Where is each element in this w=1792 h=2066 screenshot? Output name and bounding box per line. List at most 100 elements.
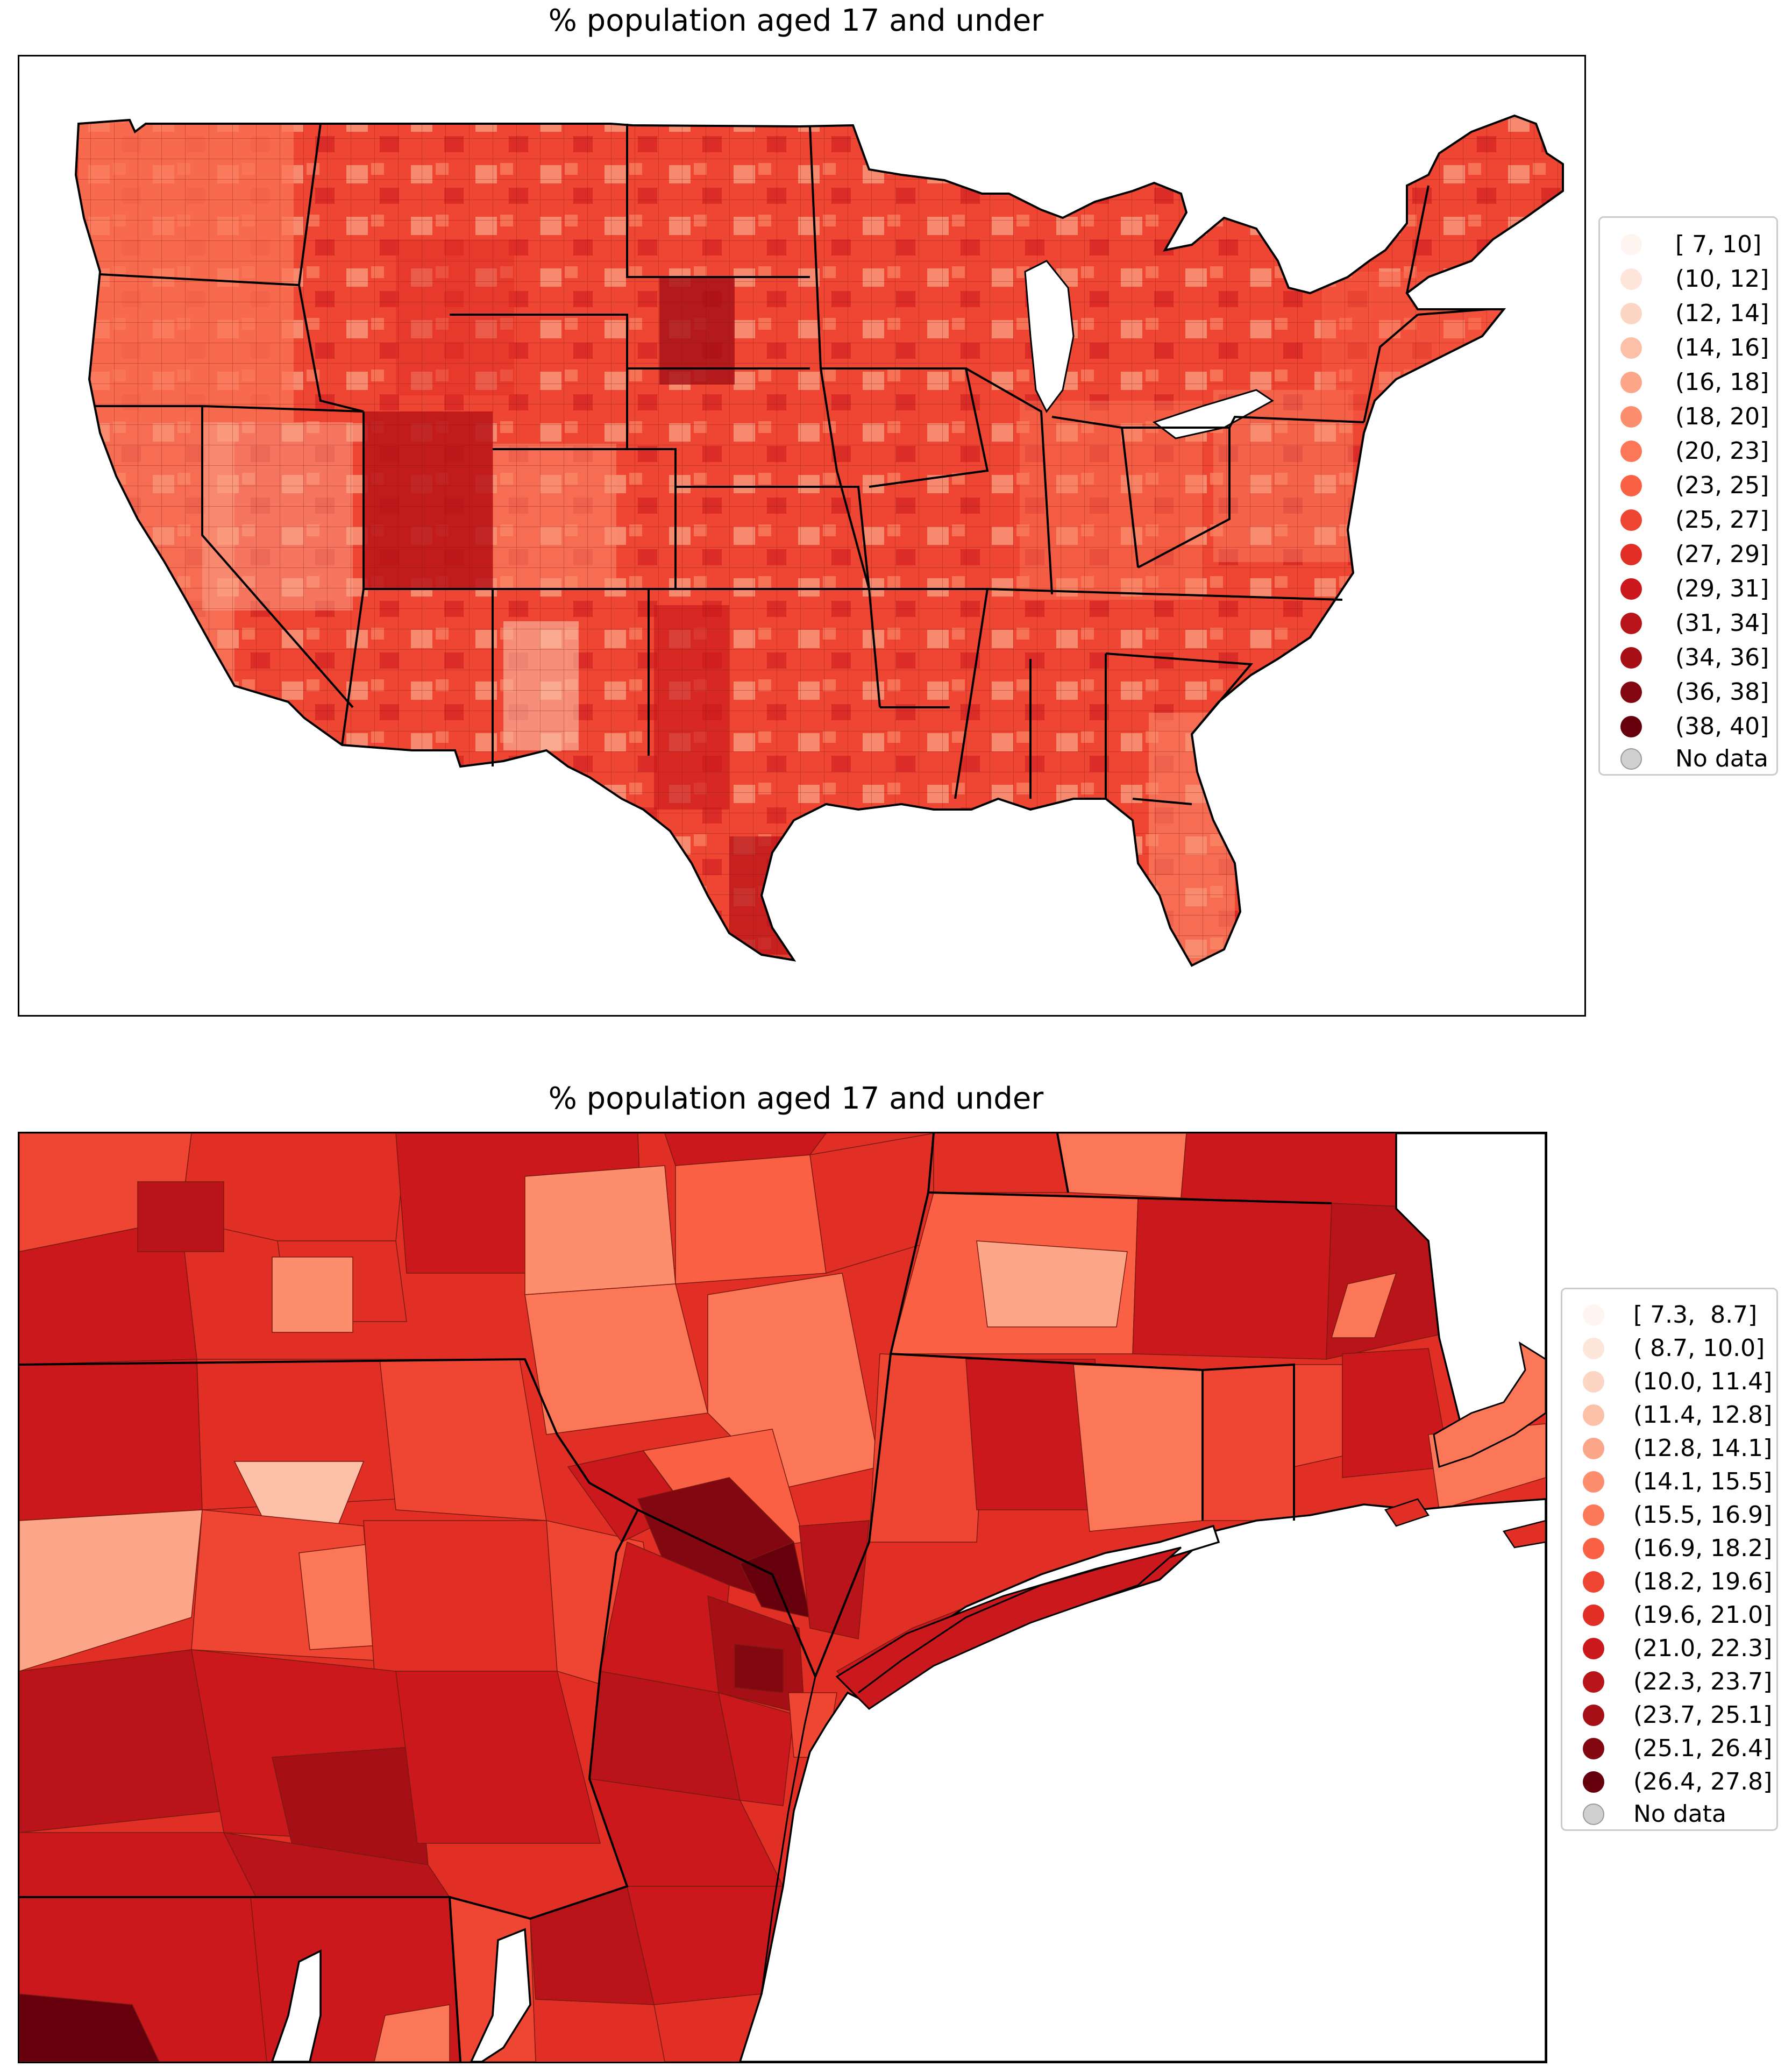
legend-row: (16, 18] [1600,365,1776,400]
legend-row: (27, 29] [1600,537,1776,572]
legend-label: (12, 14] [1675,300,1769,327]
legend-marker-11 [1620,578,1642,600]
legend-label: [ 7.3, 8.7] [1633,1301,1758,1329]
legend-row: (10, 12] [1600,262,1776,296]
long-island [835,1546,1182,1710]
ne-legend-marker-7 [1583,1504,1604,1526]
legend-label: (18.2, 19.6] [1633,1568,1773,1595]
legend-row: (21.0, 22.3] [1562,1631,1776,1666]
legend-label: (16, 18] [1675,368,1769,396]
us-legend: [ 7, 10] (10, 12] (12, 14] (14, 16] (16,… [1598,216,1778,776]
legend-marker-15 [1620,716,1642,737]
us-county-fill [76,116,1563,965]
legend-label: ( 8.7, 10.0] [1633,1334,1765,1362]
legend-row: (31, 34] [1600,606,1776,641]
ne-legend-marker-9 [1583,1571,1604,1593]
legend-marker-5 [1620,372,1642,393]
legend-marker-no-data [1620,748,1642,770]
legend-label: (16.9, 18.2] [1633,1535,1773,1562]
northeast-county-fill [19,1133,1546,2062]
legend-row: (29, 31] [1600,572,1776,606]
legend-label: (14.1, 15.5] [1633,1468,1773,1495]
legend-marker-1 [1620,234,1642,255]
lake-erie-shore [1152,389,1274,439]
legend-label: (10.0, 11.4] [1633,1368,1773,1395]
ne-legend-marker-1 [1583,1304,1604,1326]
legend-marker-14 [1620,681,1642,703]
legend-label: (31, 34] [1675,609,1769,637]
legend-label: (14, 16] [1675,334,1769,361]
legend-row-no-data: No data [1600,742,1776,776]
ne-legend-marker-15 [1583,1771,1604,1793]
legend-label: (11.4, 12.8] [1633,1401,1773,1429]
legend-label: (27, 29] [1675,541,1769,568]
legend-label: (20, 23] [1675,437,1769,465]
northeast-state-borders [19,1133,1332,2062]
legend-row: (36, 38] [1600,675,1776,709]
legend-label: (23.7, 25.1] [1633,1701,1773,1729]
ne-legend-marker-14 [1583,1738,1604,1759]
legend-row: (38, 40] [1600,709,1776,744]
legend-row: (10.0, 11.4] [1562,1365,1776,1399]
legend-label: (29, 31] [1675,575,1769,602]
legend-row: (11.4, 12.8] [1562,1398,1776,1432]
legend-row: (18.2, 19.6] [1562,1565,1776,1599]
legend-label: (25.1, 26.4] [1633,1735,1773,1762]
ne-legend-marker-4 [1583,1404,1604,1426]
lake-michigan [1024,260,1075,413]
legend-marker-2 [1620,268,1642,290]
legend-row: (25, 27] [1600,503,1776,537]
legend-label-no-data: No data [1633,1800,1726,1828]
legend-label: (22.3, 23.7] [1633,1668,1773,1695]
ne-legend-marker-3 [1583,1371,1604,1393]
legend-row: (12, 14] [1600,296,1776,331]
legend-label: (19.6, 21.0] [1633,1601,1773,1629]
legend-label: (10, 12] [1675,265,1769,293]
legend-row: (15.5, 16.9] [1562,1498,1776,1532]
legend-row: (19.6, 21.0] [1562,1598,1776,1632]
ne-legend-marker-6 [1583,1471,1604,1493]
legend-row: (25.1, 26.4] [1562,1731,1776,1766]
legend-label: (23, 25] [1675,472,1769,499]
northeast-legend: [ 7.3, 8.7] ( 8.7, 10.0] (10.0, 11.4] (1… [1561,1288,1778,1831]
legend-row: (18, 20] [1600,400,1776,434]
legend-row: (26.4, 27.8] [1562,1765,1776,1799]
legend-label: (38, 40] [1675,713,1769,740]
legend-marker-10 [1620,544,1642,565]
legend-label: (15.5, 16.9] [1633,1501,1773,1529]
ne-legend-marker-11 [1583,1638,1604,1659]
legend-marker-6 [1620,406,1642,428]
legend-label: (26.4, 27.8] [1633,1768,1773,1795]
northeast-map-title: % population aged 17 and under [548,1081,1044,1116]
us-map-svg [75,115,1564,967]
legend-label: (12.8, 14.1] [1633,1435,1773,1462]
legend-row: (14, 16] [1600,331,1776,365]
legend-marker-9 [1620,509,1642,531]
legend-marker-4 [1620,337,1642,359]
us-map-frame [18,55,1586,1017]
ne-legend-marker-10 [1583,1604,1604,1626]
legend-label: (18, 20] [1675,403,1769,430]
ne-legend-marker-13 [1583,1705,1604,1726]
us-state-borders [95,123,1488,805]
legend-row: (14.1, 15.5] [1562,1465,1776,1499]
legend-row: (22.3, 23.7] [1562,1665,1776,1699]
ne-legend-marker-12 [1583,1671,1604,1693]
legend-label: (36, 38] [1675,678,1769,706]
marthas-vineyard [1384,1498,1430,1527]
legend-marker-7 [1620,441,1642,462]
legend-marker-3 [1620,303,1642,324]
us-map-title: % population aged 17 and under [548,3,1044,38]
legend-row: (34, 36] [1600,641,1776,675]
legend-label: (25, 27] [1675,506,1769,534]
legend-marker-12 [1620,613,1642,634]
nantucket [1502,1520,1546,1549]
ne-legend-marker-no-data [1583,1804,1604,1825]
legend-label: (34, 36] [1675,644,1769,671]
legend-marker-8 [1620,475,1642,496]
legend-label-no-data: No data [1675,745,1768,772]
cape-cod [1433,1341,1546,1468]
legend-row: (23.7, 25.1] [1562,1698,1776,1733]
ne-legend-marker-2 [1583,1338,1604,1359]
northeast-map-frame [18,1132,1547,2063]
